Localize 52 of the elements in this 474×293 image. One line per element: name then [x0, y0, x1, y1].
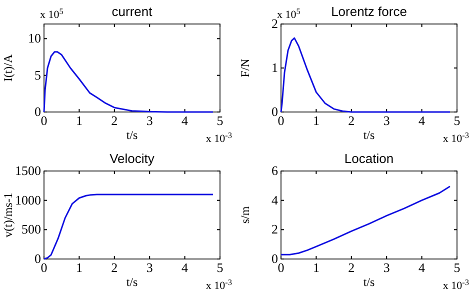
x-axis-title: t/s [126, 128, 138, 142]
x-tick-label: 3 [383, 260, 390, 275]
text: x 10$^{-3}$ [442, 130, 469, 145]
y-tick-label: 2 [272, 16, 278, 31]
y-tick-label: 1500 [15, 163, 41, 178]
x-tick-label: 5 [454, 260, 460, 275]
y-axis-title: F/N [238, 58, 252, 78]
y-tick-label: 4 [272, 192, 278, 208]
x-tick-label: 1 [76, 113, 82, 128]
x-tick-label: 3 [383, 113, 390, 128]
text: x 10$^{-3}$ [206, 278, 232, 292]
x-tick-label: 3 [146, 260, 153, 275]
y-tick-label: 6 [272, 163, 278, 178]
line-series [280, 186, 451, 256]
y-tick-label: 500 [22, 222, 41, 237]
y-tick-label: 1000 [15, 192, 41, 208]
x-tick-label: 4 [182, 113, 189, 128]
x-tick-label: 3 [146, 113, 153, 128]
x-tick-label: 4 [182, 260, 189, 275]
x-tick-label: 5 [454, 113, 460, 128]
y-tick-label: 10 [28, 30, 41, 46]
y-tick-label: 5 [34, 67, 41, 82]
text: x 10$^{-3}$ [206, 130, 232, 145]
chart-title: Lorentz force [331, 4, 407, 19]
text: x 10$^{5}$ [277, 6, 300, 21]
chart-title: Velocity [110, 151, 155, 166]
x-tick-label: 2 [348, 113, 355, 128]
chart-title: current [112, 4, 153, 19]
line-series [280, 37, 451, 113]
text: x 10$^{-3}$ [442, 278, 469, 292]
y-tick-label: 1 [272, 60, 278, 75]
x-tick-label: 1 [312, 260, 320, 275]
y-tick-label: 2 [272, 222, 278, 237]
x-tick-label: 4 [418, 113, 426, 128]
text: x 10$^{5}$ [40, 6, 64, 21]
line-series [43, 194, 214, 260]
line-series [43, 51, 214, 113]
x-tick-label: 2 [348, 260, 355, 275]
x-axis-title: t/s [363, 128, 375, 142]
x-tick-label: 4 [418, 260, 426, 275]
x-tick-label: 1 [76, 260, 82, 275]
x-tick-label: 5 [216, 113, 224, 128]
x-axis-title: t/s [363, 275, 375, 289]
y-axis-title: v(t)/ms-1 [1, 192, 15, 238]
x-tick-label: 5 [216, 260, 224, 275]
x-axis-title: t/s [126, 275, 138, 289]
chart-title: Location [344, 151, 394, 166]
x-tick-label: 1 [312, 113, 320, 128]
x-tick-label: 2 [111, 260, 118, 275]
y-axis-title: I(t)/A [1, 54, 15, 82]
x-tick-label: 2 [111, 113, 118, 128]
y-axis-title: s/m [238, 206, 252, 224]
